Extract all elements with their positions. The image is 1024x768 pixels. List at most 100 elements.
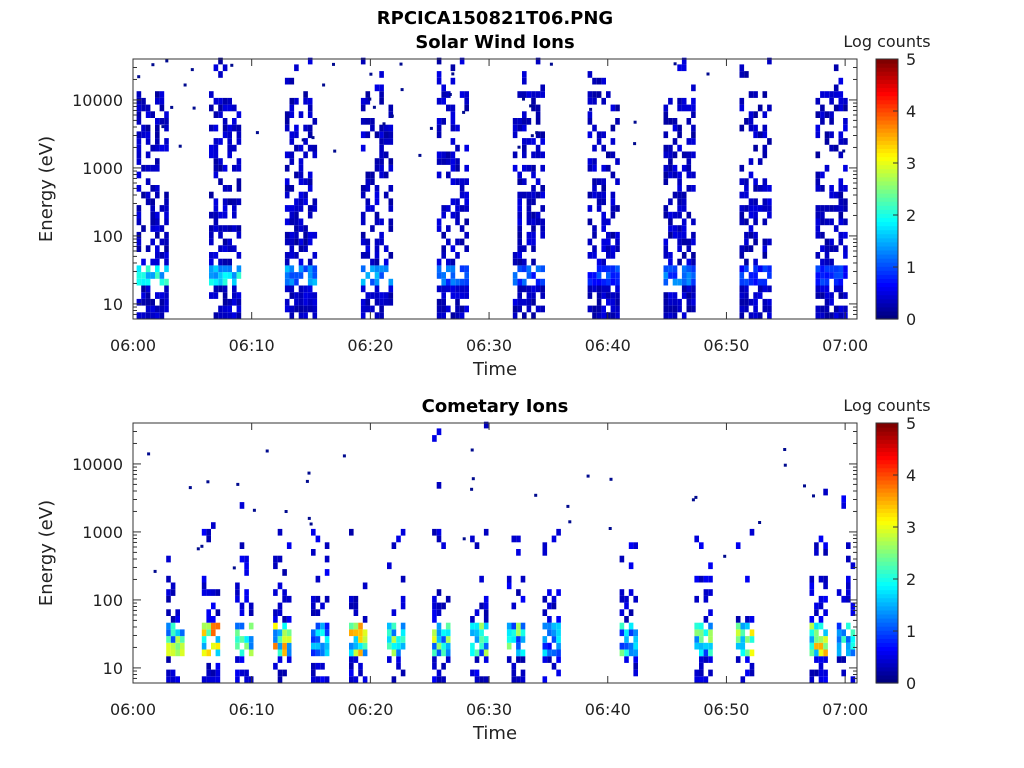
heatmap-cell <box>474 542 480 549</box>
heatmap-cell <box>222 97 228 105</box>
heatmap-cell <box>388 252 394 259</box>
heatmap-cell <box>436 428 442 436</box>
heatmap-cell <box>383 265 389 273</box>
heatmap-cell <box>587 218 593 226</box>
colorbar-segment <box>876 254 898 259</box>
heatmap-cell <box>236 312 242 319</box>
heatmap-cell <box>307 144 313 152</box>
heatmap-cell <box>663 131 669 139</box>
heatmap-cell <box>829 111 834 118</box>
heatmap-cell <box>360 252 366 259</box>
heatmap-cell <box>592 185 597 192</box>
heatmap-cell <box>677 64 682 72</box>
heatmap-cell <box>809 636 815 643</box>
heatmap-cell <box>284 111 290 118</box>
heatmap-cell <box>809 622 815 630</box>
heatmap-cell <box>551 636 557 643</box>
heatmap-cell <box>516 649 521 657</box>
heatmap-cell <box>232 211 237 219</box>
heatmap-cell <box>312 144 318 152</box>
heatmap-cell <box>739 292 745 299</box>
heatmap-cell <box>815 272 821 279</box>
heatmap-cell <box>522 298 527 306</box>
heatmap-cell <box>531 245 536 252</box>
heatmap-cell <box>517 191 522 199</box>
heatmap-cell <box>624 656 629 663</box>
heatmap-cell <box>587 272 593 279</box>
heatmap-cell <box>349 662 354 670</box>
heatmap-cell <box>136 131 142 139</box>
heatmap-cell <box>464 305 469 313</box>
heatmap-cell <box>159 104 165 112</box>
heatmap-cell <box>748 272 754 279</box>
heatmap-cell <box>762 178 768 185</box>
heatmap-cell <box>141 312 146 319</box>
heatmap-cell <box>298 178 304 185</box>
heatmap-cell <box>517 205 522 212</box>
heatmap-cell <box>151 63 155 67</box>
heatmap-cell <box>312 231 318 239</box>
heatmap-cell <box>374 272 380 279</box>
heatmap-cell <box>838 231 844 239</box>
heatmap-cell <box>349 676 354 683</box>
colorbar-segment <box>876 500 898 505</box>
heatmap-cell <box>677 225 682 232</box>
colorbar-segment <box>876 553 898 558</box>
heatmap-cell <box>388 292 394 299</box>
heatmap-cell <box>744 205 749 212</box>
heatmap-cell <box>303 124 308 132</box>
heatmap-cell <box>809 649 815 657</box>
heatmap-cell <box>441 118 446 125</box>
heatmap-cell <box>236 252 242 259</box>
heatmap-cell <box>753 111 758 118</box>
x-axis-label: Time <box>472 723 517 744</box>
heatmap-cell <box>767 298 772 306</box>
heatmap-cell <box>155 272 160 279</box>
colorbar-tick-label: 3 <box>906 154 916 173</box>
heatmap-cell <box>841 669 846 677</box>
heatmap-cell <box>166 676 171 683</box>
colorbar-segment <box>876 67 898 72</box>
heatmap-cell <box>307 265 313 273</box>
heatmap-cell <box>540 151 545 159</box>
heatmap-cell <box>850 609 856 616</box>
heatmap-cell <box>824 285 830 293</box>
heatmap-cell <box>551 649 557 657</box>
heatmap-cell <box>365 305 371 313</box>
heatmap-cell <box>312 312 318 319</box>
heatmap-cell <box>236 272 242 279</box>
colorbar-segment <box>876 290 898 296</box>
colorbar-segment <box>876 63 898 68</box>
heatmap-cell <box>748 198 754 206</box>
heatmap-cell <box>681 198 687 206</box>
heatmap-cell <box>289 252 295 259</box>
heatmap-cell <box>322 83 326 87</box>
heatmap-cell <box>606 91 611 98</box>
heatmap-cell <box>289 138 295 145</box>
heatmap-cell <box>753 205 758 212</box>
heatmap-cell <box>136 185 142 192</box>
heatmap-cell <box>446 91 451 98</box>
heatmap-cell <box>298 164 304 172</box>
heatmap-cell <box>277 669 283 677</box>
heatmap-cell <box>312 292 318 299</box>
heatmap-cell <box>601 218 606 226</box>
heatmap-cell <box>155 305 160 313</box>
heatmap-cell <box>531 312 536 319</box>
heatmap-cell <box>749 629 755 637</box>
heatmap-cell <box>298 292 304 299</box>
heatmap-cell <box>218 71 223 78</box>
heatmap-cell <box>663 312 669 319</box>
heatmap-cell <box>846 582 851 590</box>
heatmap-cell <box>677 231 682 239</box>
heatmap-cell <box>753 231 758 239</box>
heatmap-cell <box>615 265 620 273</box>
heatmap-cell <box>360 118 366 125</box>
heatmap-cell <box>691 298 696 306</box>
heatmap-cell <box>289 97 295 105</box>
heatmap-cell <box>663 178 669 185</box>
heatmap-cell <box>526 238 532 246</box>
heatmap-cell <box>298 158 304 165</box>
heatmap-cell <box>141 97 146 105</box>
heatmap-cell <box>183 83 187 87</box>
